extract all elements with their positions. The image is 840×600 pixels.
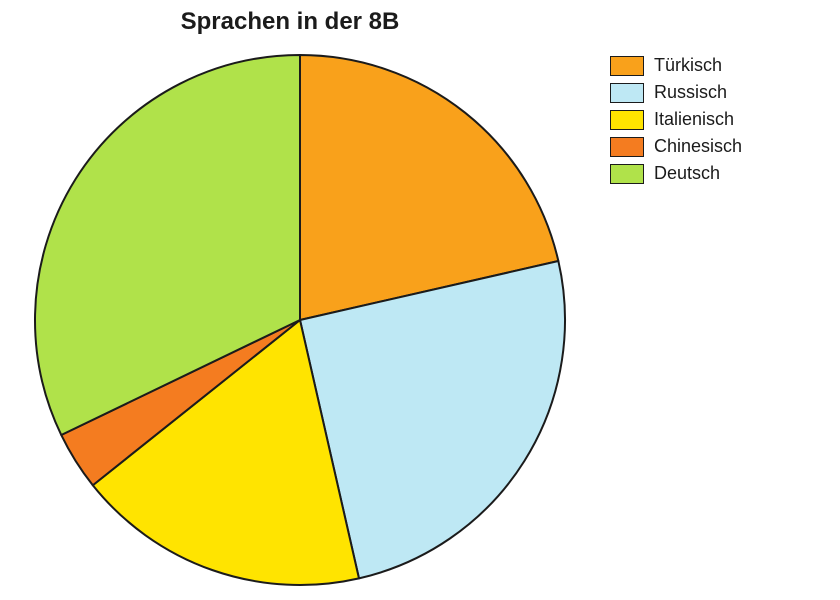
legend-item: Chinesisch — [610, 136, 742, 157]
legend-item: Russisch — [610, 82, 742, 103]
legend-swatch — [610, 110, 644, 130]
legend-item: Italienisch — [610, 109, 742, 130]
chart-stage: Sprachen in der 8B Türkisch Russisch Itali… — [0, 0, 840, 600]
legend-label: Italienisch — [654, 109, 734, 130]
legend-label: Chinesisch — [654, 136, 742, 157]
legend-swatch — [610, 164, 644, 184]
chart-title: Sprachen in der 8B — [10, 8, 570, 36]
legend-item: Deutsch — [610, 163, 742, 184]
legend-swatch — [610, 137, 644, 157]
legend-swatch — [610, 83, 644, 103]
legend: Türkisch Russisch Italienisch Chinesisch Deu… — [610, 55, 742, 190]
legend-swatch — [610, 56, 644, 76]
legend-item: Türkisch — [610, 55, 742, 76]
legend-label: Türkisch — [654, 55, 722, 76]
legend-label: Deutsch — [654, 163, 720, 184]
pie-svg — [32, 52, 568, 588]
pie-chart — [32, 52, 568, 593]
legend-label: Russisch — [654, 82, 727, 103]
